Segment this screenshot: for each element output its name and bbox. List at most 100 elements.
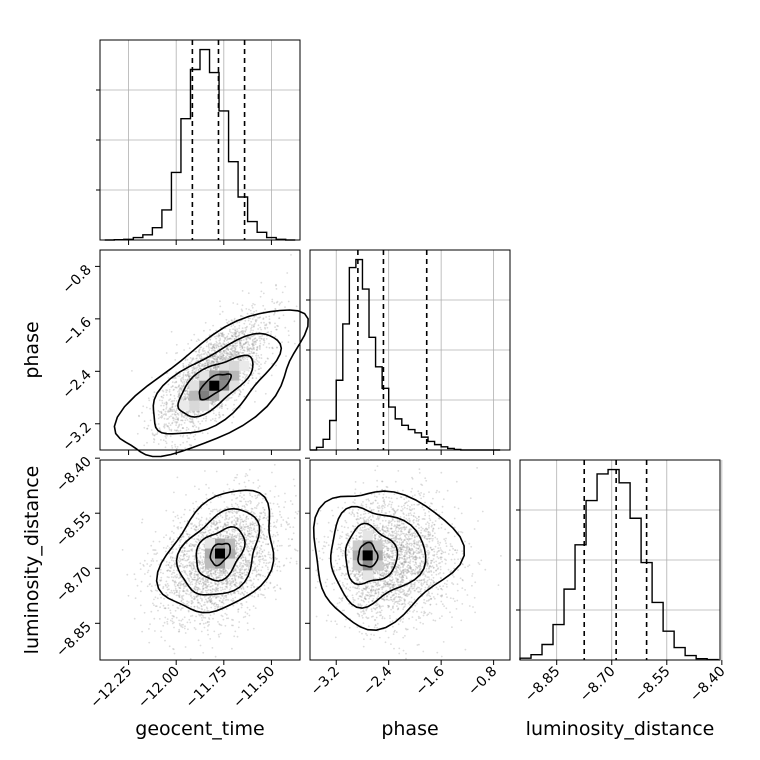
sample-point (231, 499, 233, 501)
sample-point (209, 362, 212, 365)
sample-point (241, 304, 244, 307)
sample-point (222, 356, 225, 359)
sample-point (191, 583, 194, 586)
sample-point (181, 387, 183, 389)
sample-point (173, 565, 176, 568)
sample-point (233, 351, 236, 354)
sample-point (165, 401, 168, 403)
sample-point (175, 400, 178, 402)
sample-point (241, 572, 244, 575)
sample-point (241, 332, 244, 335)
sample-point (165, 564, 168, 567)
sample-point (184, 397, 187, 400)
sample-point (215, 357, 217, 360)
sample-point (249, 526, 252, 529)
sample-point (271, 346, 274, 349)
sample-point (239, 342, 242, 345)
sample-point (157, 443, 160, 445)
sample-point (185, 374, 187, 376)
sample-point (195, 376, 197, 379)
sample-point (199, 597, 202, 600)
sample-point (189, 421, 192, 424)
sample-point (231, 421, 234, 424)
sample-point (203, 582, 205, 585)
sample-point (188, 618, 191, 621)
sample-point (186, 419, 189, 421)
sample-point (272, 502, 275, 505)
sample-point (214, 524, 217, 526)
sample-point (264, 512, 266, 515)
sample-point (153, 598, 155, 601)
sample-point (265, 581, 268, 584)
sample-point (163, 536, 165, 539)
sample-point (141, 521, 143, 524)
sample-point (217, 365, 220, 368)
sample-point (154, 589, 157, 592)
sample-point (202, 534, 205, 537)
sample-point (244, 475, 247, 478)
sample-point (239, 522, 242, 525)
sample-point (255, 352, 258, 355)
sample-point (248, 347, 251, 350)
sample-point (234, 392, 236, 395)
sample-point (252, 325, 255, 328)
sample-point (195, 374, 198, 377)
sample-point (240, 344, 242, 346)
sample-point (210, 367, 212, 370)
sample-point (244, 557, 247, 560)
sample-point (269, 525, 272, 528)
sample-point (147, 424, 150, 427)
sample-point (213, 347, 216, 350)
sample-point (233, 515, 236, 517)
sample-point (158, 399, 161, 402)
sample-point (257, 518, 260, 520)
sample-point (184, 625, 186, 628)
sample-point (178, 557, 181, 559)
sample-point (265, 562, 268, 564)
sample-point (142, 405, 145, 408)
sample-point (202, 353, 205, 355)
sample-point (221, 357, 224, 359)
sample-point (154, 605, 157, 608)
sample-point (224, 518, 226, 521)
sample-point (163, 597, 166, 600)
sample-point (219, 534, 222, 537)
sample-point (227, 518, 230, 521)
sample-point (173, 652, 176, 655)
sample-point (194, 568, 197, 571)
sample-point (245, 539, 248, 541)
sample-point (221, 355, 223, 357)
sample-point (221, 332, 224, 334)
sample-point (183, 627, 186, 630)
sample-point (177, 418, 179, 421)
sample-point (195, 595, 198, 598)
sample-point (225, 318, 228, 321)
sample-point (242, 339, 245, 341)
sample-point (173, 417, 175, 420)
sample-point (166, 583, 169, 585)
sample-point (226, 483, 229, 486)
sample-point (205, 578, 207, 581)
sample-point (230, 331, 233, 334)
sample-point (185, 429, 188, 432)
sample-point (210, 361, 213, 363)
sample-point (230, 348, 233, 351)
sample-point (143, 426, 146, 429)
sample-point (162, 408, 165, 411)
sample-point (184, 398, 187, 401)
sample-point (171, 441, 174, 443)
sample-point (239, 545, 242, 548)
sample-point (213, 346, 216, 349)
sample-point (158, 411, 161, 413)
sample-point (270, 557, 273, 560)
sample-point (236, 473, 239, 476)
sample-point (150, 544, 153, 547)
sample-point (224, 530, 226, 533)
sample-point (194, 438, 196, 441)
sample-point (193, 605, 196, 608)
sample-point (174, 580, 177, 583)
sample-point (225, 347, 228, 350)
sample-point (198, 577, 201, 579)
sample-point (197, 552, 200, 555)
sample-point (174, 515, 177, 518)
